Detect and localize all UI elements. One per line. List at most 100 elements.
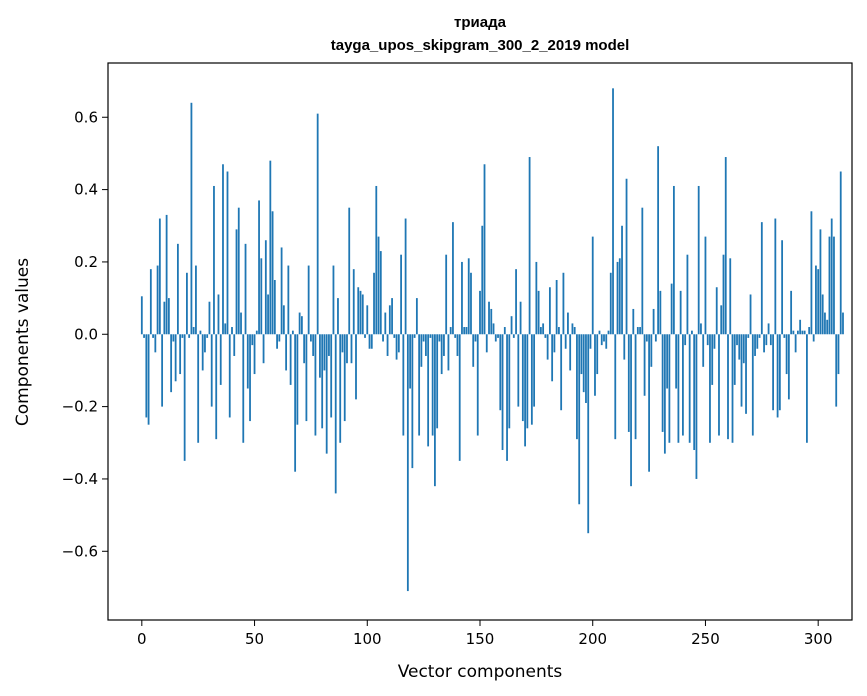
bar-213 [621,225,623,335]
bar-97 [359,290,362,335]
bar-136 [447,334,450,371]
bar-100 [366,305,369,335]
bar-271 [751,334,754,436]
bar-212 [618,258,621,335]
x-tick-label: 0 [137,630,147,648]
bar-149 [476,334,479,436]
bar-152 [483,164,486,335]
bar-231 [661,334,664,432]
bar-164 [510,316,513,335]
bar-288 [790,290,793,335]
bar-64 [285,334,288,371]
bar-80 [321,334,324,429]
bar-72 [303,334,306,364]
bar-6 [154,334,157,353]
bar-1 [143,334,145,338]
bar-22 [190,102,193,335]
bar-155 [490,308,493,335]
bar-222 [641,207,644,335]
bar-274 [758,334,761,338]
bar-198 [587,334,590,534]
bar-299 [815,265,817,335]
bar-276 [763,334,765,353]
x-tick-label: 300 [804,630,833,648]
x-tick-label: 200 [578,630,607,648]
bar-112 [393,334,396,338]
bar-293 [801,330,804,335]
bar-130 [434,334,436,487]
bar-244 [691,330,693,335]
bar-290 [794,334,797,353]
bar-124 [420,334,423,367]
bar-294 [803,330,806,335]
bar-120 [411,334,414,469]
bar-215 [625,178,628,335]
bar-179 [544,334,547,338]
bar-23 [192,327,195,335]
bar-3 [147,334,150,425]
bar-125 [422,334,425,342]
bar-98 [361,294,364,335]
bar-286 [785,334,788,375]
bar-43 [237,207,240,335]
y-tick-label: 0.2 [74,253,98,271]
bar-129 [431,334,434,436]
bar-239 [679,290,682,335]
bar-116 [402,334,405,436]
bar-91 [346,334,348,364]
bar-126 [424,334,427,356]
y-tick-label: −0.4 [62,470,98,488]
bar-142 [461,261,463,335]
bar-260 [727,334,729,440]
bar-240 [682,334,684,436]
bar-273 [756,334,759,349]
bar-77 [314,334,317,436]
x-tick-label: 50 [245,630,264,648]
bar-311 [842,312,844,335]
bar-302 [821,294,824,335]
bar-115 [400,254,402,335]
bar-118 [406,334,409,592]
bar-242 [686,254,689,335]
bar-232 [663,334,666,454]
bar-211 [616,261,619,335]
bar-229 [657,146,660,335]
bar-94 [352,269,355,335]
bar-76 [312,334,315,356]
bar-253 [711,334,714,385]
bar-54 [262,334,265,364]
bar-285 [783,334,786,338]
bar-309 [837,334,840,375]
bar-265 [738,334,741,360]
bar-134 [443,334,445,356]
bar-281 [774,218,777,335]
bar-216 [627,334,630,432]
bar-310 [839,171,842,335]
bar-151 [481,225,484,335]
bar-37 [224,323,227,335]
bar-50 [253,334,256,375]
bar-238 [677,334,680,443]
bar-8 [158,218,161,335]
bar-83 [328,334,330,356]
bar-48 [249,334,251,422]
bar-206 [605,334,608,349]
bar-261 [729,258,732,335]
bar-56 [267,294,269,335]
bar-131 [436,334,439,429]
bar-138 [452,222,454,335]
bar-275 [760,222,763,335]
bar-205 [603,334,605,342]
bar-86 [334,334,337,494]
bar-174 [533,334,536,407]
bar-236 [672,185,675,335]
bar-93 [350,334,353,364]
bar-249 [702,334,705,367]
bar-117 [404,218,407,335]
bar-161 [503,327,506,335]
bar-5 [152,334,154,338]
bar-66 [289,334,292,385]
y-tick-label: 0.6 [74,108,98,126]
bar-110 [388,305,391,335]
bar-147 [472,334,475,367]
